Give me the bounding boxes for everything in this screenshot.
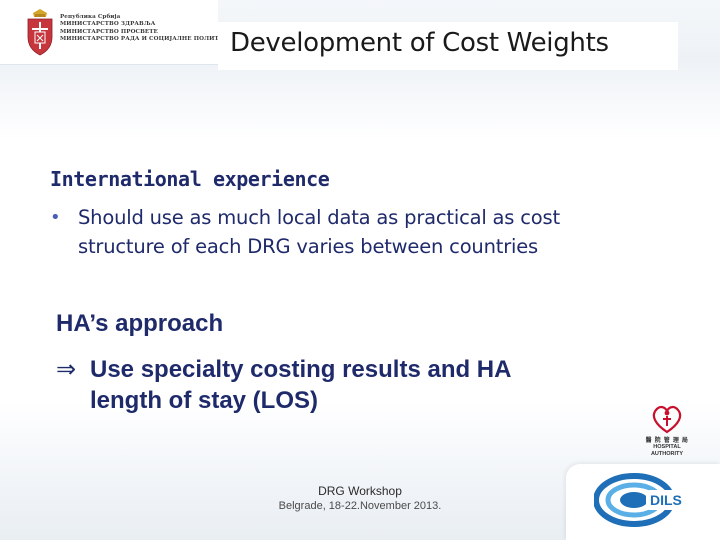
ministry-line: МИНИСТАРСТВО РАДА И СОЦИЈАЛНЕ ПОЛИТИКЕ xyxy=(60,36,234,43)
page-title: Development of Cost Weights xyxy=(230,28,609,58)
ha-english-name: HOSPITAL AUTHORITY xyxy=(645,444,689,457)
footer-event: DRG Workshop xyxy=(318,484,402,498)
dils-logo-icon: DILS xyxy=(594,473,690,527)
implies-arrow-icon: ⇒ xyxy=(56,356,77,383)
hospital-authority-emblem-icon xyxy=(652,405,682,434)
ministry-names: Република Србија МИНИСТАРСТВО ЗДРАВЉА МИ… xyxy=(60,14,234,44)
serbian-coat-of-arms-icon xyxy=(27,9,53,56)
title-box xyxy=(218,22,678,70)
footer-date: Belgrade, 18-22.November 2013. xyxy=(278,500,442,512)
ha-line-1: HOSPITAL xyxy=(653,444,681,450)
dils-logo-text: DILS xyxy=(650,492,682,508)
hospital-authority-logo: 醫 院 管 理 局 HOSPITAL AUTHORITY xyxy=(645,404,689,460)
bullet-text: Should use as much local data as practic… xyxy=(78,206,560,258)
bullet-marker: • xyxy=(50,207,61,228)
approach-text: Use specialty costing results and HA len… xyxy=(90,356,511,414)
ministry-line: Република Србија xyxy=(60,14,121,20)
bullet-item: • Should use as much local data as pract… xyxy=(50,203,650,261)
ha-line-2: AUTHORITY xyxy=(650,450,684,457)
ministry-line: МИНИСТАРСТВО ЗДРАВЉА xyxy=(60,21,156,28)
section-heading: International experience xyxy=(50,167,330,191)
approach-heading: HA’s approach xyxy=(56,310,224,337)
approach-item: ⇒ Use specialty costing results and HA l… xyxy=(56,354,576,416)
ministry-logo-block: Република Србија МИНИСТАРСТВО ЗДРАВЉА МИ… xyxy=(0,0,234,65)
ha-chinese-name: 醫 院 管 理 局 xyxy=(645,437,689,444)
ministry-line: МИНИСТАРСТВО ПРОСВЕТЕ xyxy=(60,28,158,35)
